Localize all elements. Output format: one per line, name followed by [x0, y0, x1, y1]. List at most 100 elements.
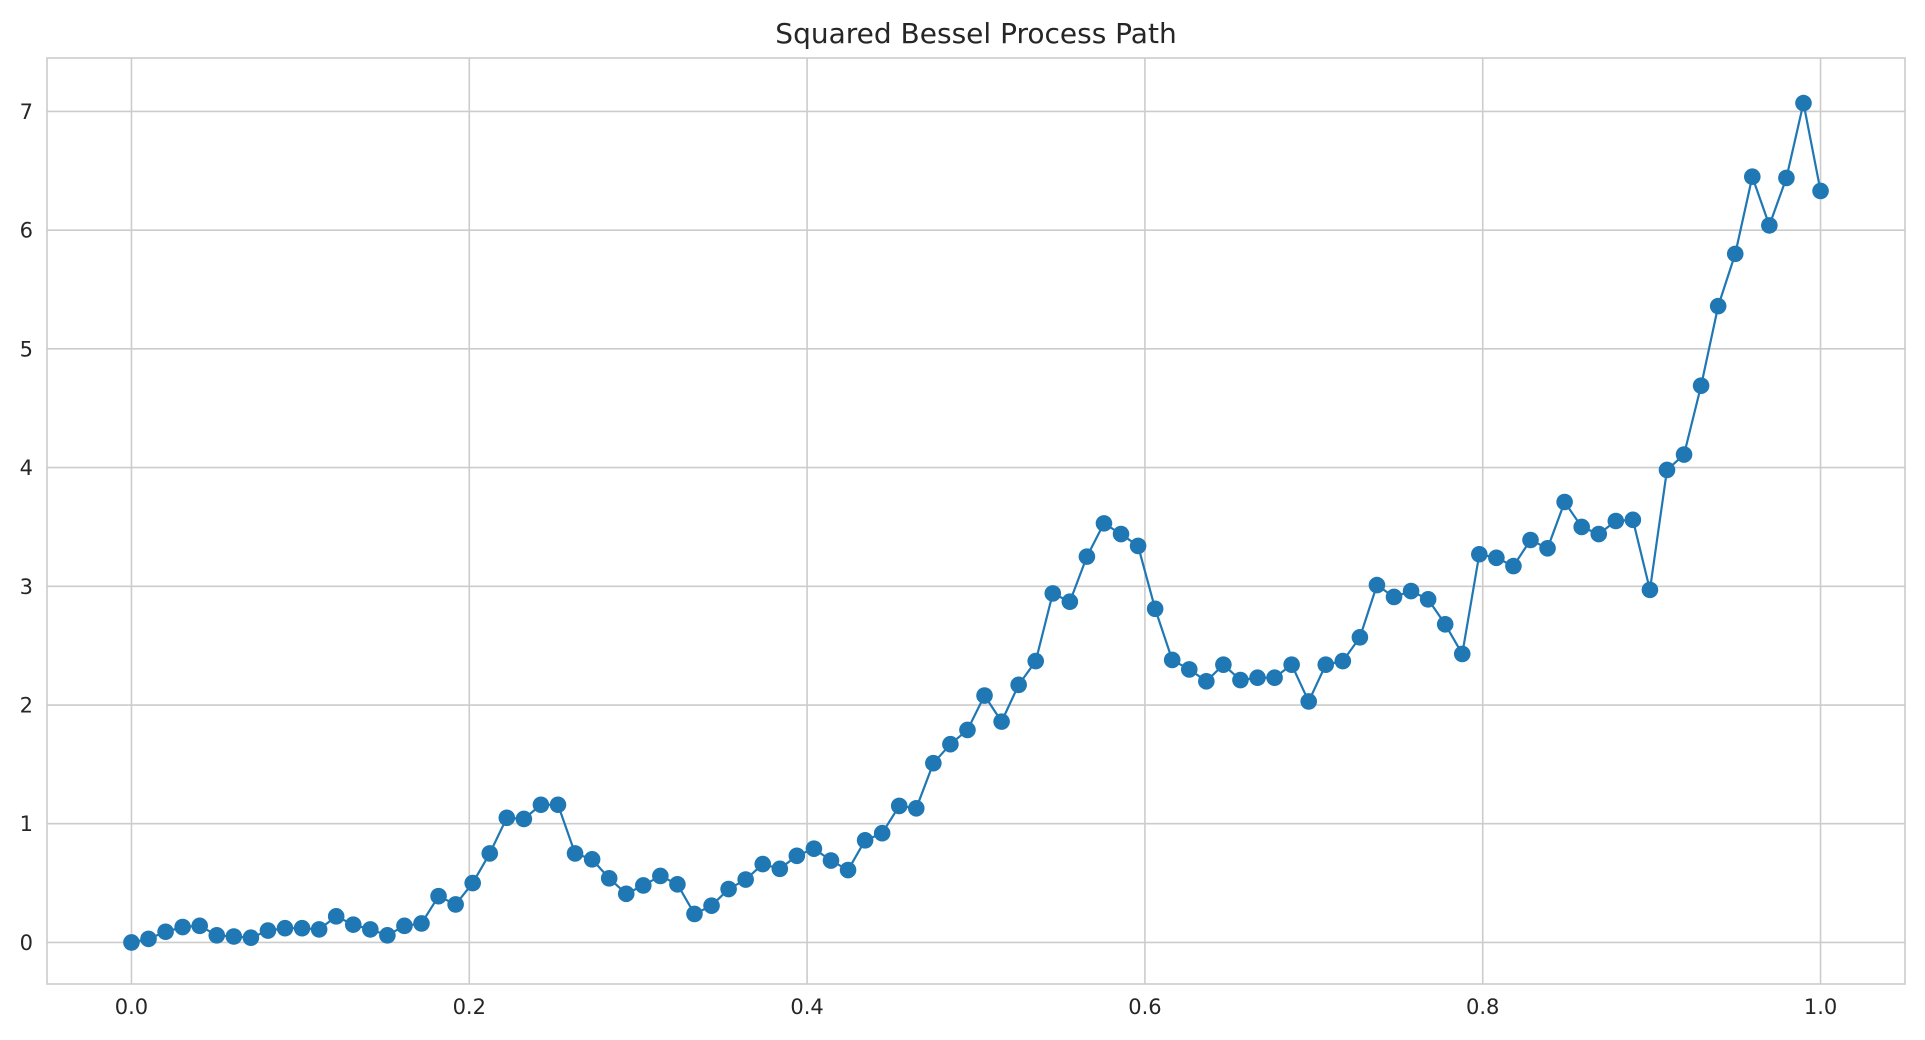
y-tick-label: 5: [20, 337, 33, 361]
data-point: [652, 867, 669, 885]
data-point: [993, 713, 1010, 730]
data-point: [839, 861, 857, 879]
data-point: [1198, 672, 1215, 690]
data-point: [515, 810, 533, 828]
chart-title: Squared Bessel Process Path: [775, 17, 1176, 50]
y-tick-label: 3: [20, 575, 33, 599]
data-point: [1044, 585, 1062, 602]
series-layer: [123, 94, 1829, 951]
data-point: [344, 916, 362, 933]
data-point: [1180, 661, 1198, 678]
data-point: [788, 847, 806, 865]
data-point: [293, 919, 311, 937]
plot-frame: [46, 57, 1906, 985]
data-point: [873, 824, 891, 842]
data-point: [157, 923, 174, 941]
data-point: [737, 871, 754, 888]
x-tick-label: 0.0: [115, 995, 148, 1019]
data-point: [1726, 245, 1744, 263]
data-point: [1061, 593, 1079, 611]
data-point: [1641, 581, 1659, 599]
data-point: [498, 809, 516, 827]
data-point: [959, 721, 976, 739]
data-point: [771, 860, 789, 878]
data-point: [464, 874, 481, 892]
data-point: [686, 905, 703, 923]
data-point: [327, 908, 345, 925]
data-point: [754, 855, 772, 873]
data-point: [1795, 94, 1812, 112]
data-point: [1778, 169, 1795, 187]
data-point: [1232, 671, 1249, 689]
data-point: [1402, 582, 1420, 600]
series-line: [131, 102, 1822, 944]
data-point: [430, 887, 447, 905]
data-point: [379, 927, 396, 944]
data-point: [362, 921, 379, 938]
y-tick-labels: 0 1 2 3 4 5 6 7: [20, 100, 33, 955]
data-point: [1419, 591, 1437, 608]
data-point: [1709, 297, 1727, 315]
data-point: [1095, 515, 1113, 532]
data-point: [1078, 548, 1096, 565]
data-point: [1488, 549, 1505, 567]
data-point: [1658, 461, 1676, 479]
x-tick-label: 0.6: [1128, 995, 1161, 1019]
data-point: [1146, 600, 1164, 618]
data-point: [413, 915, 430, 932]
data-point: [822, 852, 840, 869]
data-point: [1215, 656, 1232, 673]
data-point: [1761, 217, 1778, 234]
data-point: [907, 800, 925, 817]
data-point: [1471, 545, 1488, 563]
data-point: [942, 735, 959, 753]
data-point: [191, 917, 208, 935]
data-point: [1163, 651, 1181, 669]
y-tick-label: 1: [20, 812, 33, 836]
data-point: [1317, 656, 1335, 673]
data-point: [1453, 645, 1471, 663]
y-tick-label: 0: [20, 931, 33, 955]
y-gridlines: [47, 110, 1905, 944]
data-point: [1300, 693, 1317, 710]
data-point: [600, 870, 618, 887]
data-point: [1744, 168, 1761, 186]
data-point: [1334, 652, 1352, 670]
data-point: [276, 919, 294, 937]
x-gridlines: [130, 58, 1822, 984]
data-point: [583, 851, 601, 868]
data-point: [1539, 540, 1556, 557]
y-tick-label: 6: [20, 219, 33, 243]
data-point: [1112, 525, 1130, 543]
data-point: [703, 897, 720, 914]
x-tick-label: 1.0: [1804, 995, 1837, 1019]
data-point: [1692, 377, 1710, 394]
data-point: [720, 880, 737, 898]
data-point: [447, 896, 464, 913]
data-point: [856, 832, 874, 849]
data-point: [1129, 537, 1147, 555]
data-point: [566, 845, 584, 862]
data-point: [1573, 518, 1590, 536]
data-point: [549, 796, 567, 814]
data-point: [976, 687, 993, 704]
data-point: [1368, 576, 1386, 594]
data-point: [259, 922, 277, 939]
x-tick-labels: 0.0 0.2 0.4 0.6 0.8 1.0: [115, 995, 1837, 1019]
data-point: [617, 885, 635, 903]
data-point: [1436, 615, 1454, 633]
data-point: [208, 927, 226, 944]
data-point: [1556, 493, 1573, 511]
data-point: [1283, 656, 1300, 673]
data-point: [1522, 531, 1539, 549]
y-tick-label: 2: [20, 694, 33, 718]
data-point: [1010, 676, 1027, 694]
data-point: [635, 877, 652, 894]
data-point: [225, 928, 243, 945]
data-point: [310, 921, 328, 938]
data-point: [1027, 652, 1045, 670]
data-point: [1812, 182, 1829, 200]
data-point: [174, 918, 191, 936]
data-point: [396, 917, 413, 935]
